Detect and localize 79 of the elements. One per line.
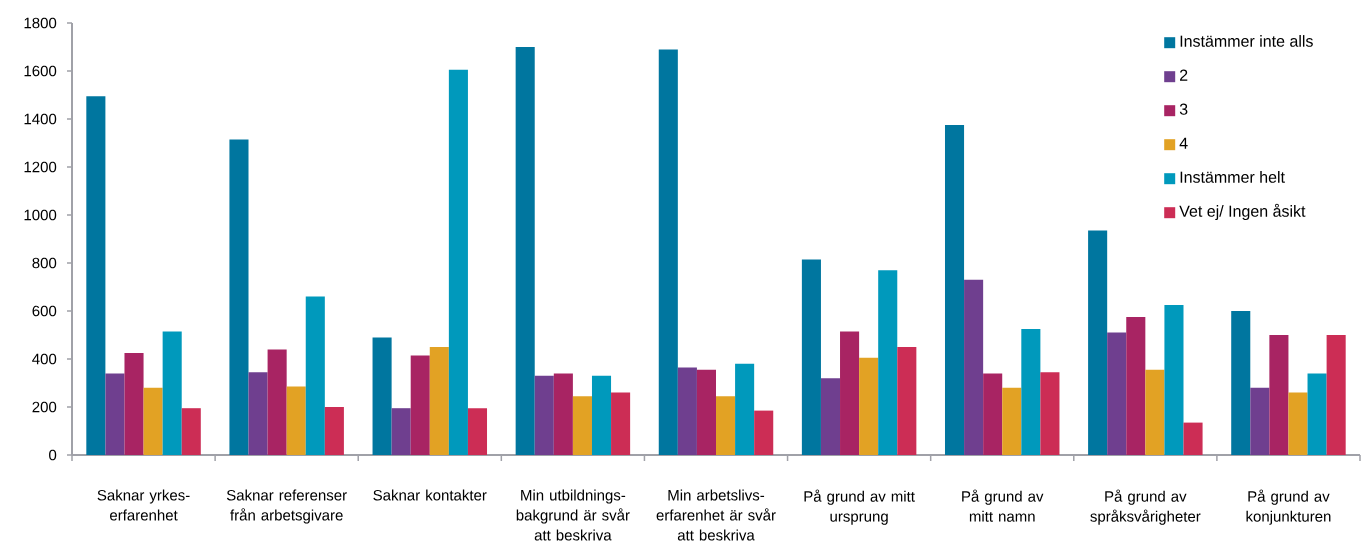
x-tick-label: På grund av språksvårigheter xyxy=(1090,489,1201,525)
bar xyxy=(1126,317,1146,455)
bar xyxy=(1021,329,1041,455)
x-tick-label: På grund av mitt ursprung xyxy=(804,489,915,525)
bar xyxy=(1183,422,1203,455)
bar xyxy=(859,357,879,455)
bar xyxy=(840,331,860,455)
legend-label: Instämmer helt xyxy=(1180,171,1285,183)
y-tick-label: 400 xyxy=(32,353,57,365)
bar xyxy=(735,363,755,455)
bar xyxy=(391,408,411,455)
y-tick-label: 200 xyxy=(32,401,57,413)
y-tick-label: 800 xyxy=(32,257,57,269)
bar xyxy=(181,408,201,455)
bar xyxy=(372,337,392,455)
bar xyxy=(267,349,287,455)
bar xyxy=(878,270,898,455)
bar xyxy=(143,387,163,455)
bar xyxy=(820,378,841,455)
legend-label: Vet ej/ Ingen åsikt xyxy=(1179,203,1306,221)
bar xyxy=(229,139,249,455)
y-tick-label: 600 xyxy=(32,305,57,317)
x-tick-label: Saknar kontakter xyxy=(373,489,487,501)
x-tick-label: På grund av mitt namn xyxy=(962,489,1044,522)
bar xyxy=(124,353,144,455)
bar xyxy=(964,279,984,455)
bar xyxy=(534,375,554,455)
bar xyxy=(1040,372,1060,455)
legend-label: 2 xyxy=(1180,69,1188,81)
bar xyxy=(716,396,736,455)
bar xyxy=(1250,387,1270,455)
bar xyxy=(286,386,306,455)
bar xyxy=(1269,335,1289,455)
bar xyxy=(448,69,468,455)
bar xyxy=(696,369,716,455)
x-tick-label: Saknar referenser från arbetsgivare xyxy=(226,489,347,524)
bar xyxy=(754,410,774,455)
bar xyxy=(897,347,917,455)
bar xyxy=(677,367,697,455)
x-tick-label: Min arbetslivs- erfarenhet är svår att beskriva xyxy=(656,489,776,541)
bar xyxy=(983,373,1003,455)
bar xyxy=(1288,392,1308,455)
y-tick-label: 1200 xyxy=(24,161,57,173)
x-tick-label: Saknar yrkes- erfarenhet xyxy=(97,489,190,521)
bar xyxy=(1231,311,1251,455)
legend-label: 4 xyxy=(1179,137,1188,149)
bar xyxy=(410,355,430,455)
bar xyxy=(1307,373,1327,455)
y-tick-label: 1400 xyxy=(24,113,57,125)
y-tick-label: 1600 xyxy=(24,65,57,77)
bar xyxy=(162,331,182,455)
bar xyxy=(324,407,344,455)
bar xyxy=(1145,369,1165,455)
legend-label: 3 xyxy=(1179,103,1188,115)
bar xyxy=(515,47,535,455)
y-tick-label: 0 xyxy=(49,449,57,461)
bar xyxy=(105,373,125,455)
bar xyxy=(944,125,965,455)
bar xyxy=(1002,387,1022,455)
bar xyxy=(86,96,106,455)
bar xyxy=(1088,230,1108,455)
bar xyxy=(429,347,449,455)
bar xyxy=(611,392,631,455)
bar xyxy=(467,408,488,455)
bar xyxy=(1326,335,1346,455)
legend-label: Instämmer inte alls xyxy=(1180,35,1313,47)
bar xyxy=(801,259,821,455)
bar xyxy=(591,375,612,455)
y-tick-label: 1000 xyxy=(24,209,57,221)
bar xyxy=(572,396,592,455)
bar xyxy=(658,49,678,455)
bar xyxy=(248,372,268,455)
bar xyxy=(553,373,573,455)
x-tick-label: Min utbildnings- bakgrund är svår att beskriva xyxy=(516,489,630,541)
x-tick-label: På grund av konjunkturen xyxy=(1246,489,1331,525)
bar xyxy=(305,296,325,455)
bar xyxy=(1164,305,1184,455)
y-tick-label: 1800 xyxy=(24,17,57,29)
bar xyxy=(1107,332,1127,455)
